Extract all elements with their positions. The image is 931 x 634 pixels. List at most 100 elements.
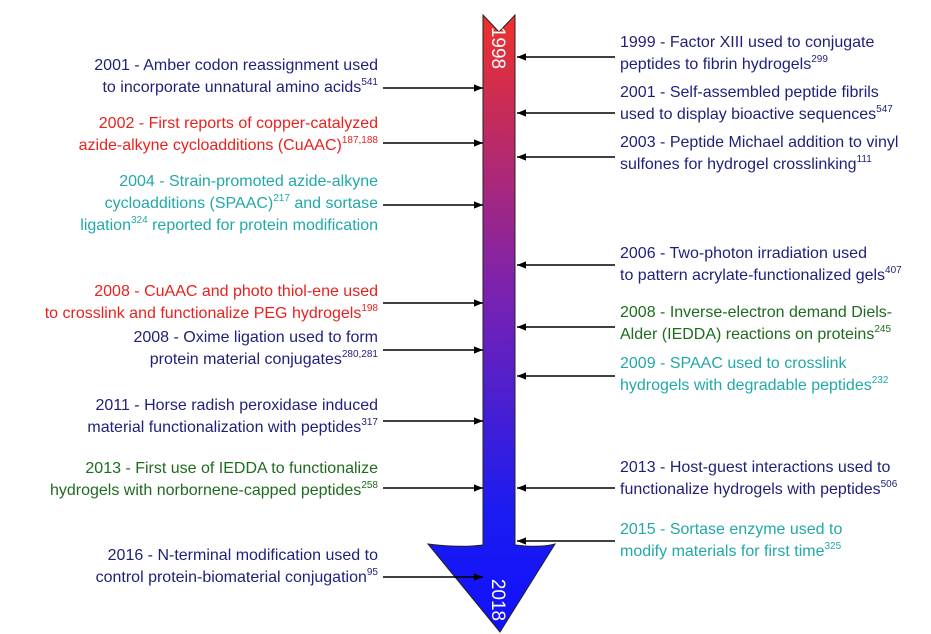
text-segment: Alder (IEDDA) reactions on proteins bbox=[620, 326, 874, 343]
event-text: 2008 - Oxime ligation used to form protei… bbox=[133, 329, 378, 368]
text-segment: 2001 - Amber codon reassignment used bbox=[94, 57, 378, 74]
event-text: 2008 - CuAAC and photo thiol-ene used to … bbox=[45, 283, 379, 322]
text-segment: 2008 - CuAAC and photo thiol-ene used bbox=[94, 283, 378, 300]
text-segment: to pattern acrylate-functionalized gels bbox=[620, 267, 885, 284]
event-line: 2008 - Inverse-electron demand Diels- bbox=[620, 304, 892, 321]
event-line: control protein-biomaterial conjugation9… bbox=[96, 567, 379, 586]
event-line: cycloadditions (SPAAC)217​ and sortase bbox=[105, 193, 379, 212]
text-segment: azide-alkyne cycloadditions (CuAAC) bbox=[79, 137, 342, 154]
text-segment: 2002 - First reports of copper-catalyzed bbox=[99, 115, 378, 132]
event-line: ligation324​ reported for protein modifi… bbox=[80, 215, 378, 234]
text-segment: ligation bbox=[80, 217, 131, 234]
text-segment: 2003 - Peptide Michael addition to vinyl bbox=[620, 134, 898, 151]
text-segment: sulfones for hydrogel crosslinking bbox=[620, 156, 857, 173]
text-segment: control protein-biomaterial conjugation bbox=[96, 569, 367, 586]
event-line: used to display bioactive sequences547​ bbox=[620, 104, 893, 123]
event-text: 2001 - Amber codon reassignment used to i… bbox=[94, 57, 378, 96]
reference: 258 bbox=[361, 480, 378, 491]
reference: 187,188 bbox=[342, 135, 379, 146]
event-line: 2001 - Self-assembled peptide fibrils bbox=[620, 84, 879, 101]
event-text: 1999 - Factor XIII used to conjugate pept… bbox=[620, 34, 874, 73]
event-line: azide-alkyne cycloadditions (CuAAC)187,1… bbox=[79, 135, 379, 154]
event-line: 2008 - CuAAC and photo thiol-ene used bbox=[94, 283, 378, 300]
text-segment: 2001 - Self-assembled peptide fibrils bbox=[620, 84, 879, 101]
event-line: sulfones for hydrogel crosslinking111​ bbox=[620, 154, 872, 173]
text-segment: peptides to fibrin hydrogels bbox=[620, 56, 811, 73]
event-line: 2013 - First use of IEDDA to functionali… bbox=[85, 460, 378, 477]
event-line: to pattern acrylate-functionalized gels4… bbox=[620, 265, 902, 284]
event-text: 2001 - Self-assembled peptide fibrils use… bbox=[620, 84, 893, 123]
event-text: 2004 - Strain-promoted azide-alkyne cyclo… bbox=[80, 173, 378, 234]
text-segment: 2016 - N-terminal modification used to bbox=[108, 547, 378, 564]
text-segment: 2008 - Oxime ligation used to form bbox=[133, 329, 378, 346]
reference: 280,281 bbox=[342, 349, 379, 360]
event-line: 2016 - N-terminal modification used to bbox=[108, 547, 378, 564]
event-line: peptides to fibrin hydrogels299​ bbox=[620, 54, 828, 73]
event-line: 2011 - Horse radish peroxidase induced bbox=[95, 397, 378, 414]
event-text: 2013 - First use of IEDDA to functionali… bbox=[50, 460, 378, 499]
end-year: 2018 bbox=[487, 579, 508, 621]
text-segment: functionalize hydrogels with peptides bbox=[620, 481, 881, 498]
event-line: hydrogels with degradable peptides232​ bbox=[620, 375, 889, 394]
text-segment: hydrogels with norbornene-capped peptide… bbox=[50, 482, 361, 499]
text-segment: material functionalization with peptides bbox=[87, 419, 361, 436]
reference: 324 bbox=[131, 215, 148, 226]
text-segment: 2009 - SPAAC used to crosslink bbox=[620, 355, 847, 372]
text-segment: and sortase bbox=[290, 195, 378, 212]
event-text: 2002 - First reports of copper-catalyzed… bbox=[79, 115, 379, 154]
event-text: 2011 - Horse radish peroxidase induced ma… bbox=[87, 397, 378, 436]
event-text: 2013 - Host-guest interactions used to fu… bbox=[620, 459, 898, 498]
text-segment: protein material conjugates bbox=[150, 351, 342, 368]
event-line: to incorporate unnatural amino acids541​ bbox=[102, 77, 378, 96]
event-line: 2002 - First reports of copper-catalyzed bbox=[99, 115, 378, 132]
event-line: 2001 - Amber codon reassignment used bbox=[94, 57, 378, 74]
reference: 232 bbox=[872, 375, 889, 386]
text-segment: 2008 - Inverse-electron demand Diels- bbox=[620, 304, 892, 321]
text-segment: 2011 - Horse radish peroxidase induced bbox=[95, 397, 378, 414]
text-segment: 2013 - First use of IEDDA to functionali… bbox=[85, 460, 378, 477]
text-segment: to incorporate unnatural amino acids bbox=[102, 79, 361, 96]
text-segment: 2006 - Two-photon irradiation used bbox=[620, 245, 867, 262]
text-segment: 2015 - Sortase enzyme used to bbox=[620, 521, 842, 538]
event-text: 2008 - Inverse-electron demand Diels- Ald… bbox=[620, 304, 892, 343]
reference: 325 bbox=[824, 541, 841, 552]
start-year: 1998 bbox=[487, 27, 508, 69]
event-text: 2016 - N-terminal modification used to co… bbox=[96, 547, 379, 586]
event-line: 1999 - Factor XIII used to conjugate bbox=[620, 34, 874, 51]
text-segment: reported for protein modification bbox=[148, 217, 378, 234]
reference: 95 bbox=[367, 567, 379, 578]
event-line: to crosslink and functionalize PEG hydro… bbox=[45, 303, 379, 322]
text-segment: 1999 - Factor XIII used to conjugate bbox=[620, 34, 874, 51]
event-line: functionalize hydrogels with peptides506… bbox=[620, 479, 898, 498]
reference: 111 bbox=[857, 154, 873, 165]
text-segment: 2004 - Strain-promoted azide-alkyne bbox=[119, 173, 378, 190]
event-line: 2013 - Host-guest interactions used to bbox=[620, 459, 890, 476]
event-line: 2006 - Two-photon irradiation used bbox=[620, 245, 867, 262]
events: 2001 - Amber codon reassignment used to i… bbox=[45, 34, 902, 586]
reference: 506 bbox=[881, 479, 898, 490]
event-line: hydrogels with norbornene-capped peptide… bbox=[50, 480, 378, 499]
event-line: 2009 - SPAAC used to crosslink bbox=[620, 355, 847, 372]
text-segment: hydrogels with degradable peptides bbox=[620, 377, 872, 394]
event-line: 2008 - Oxime ligation used to form bbox=[133, 329, 378, 346]
event-text: 2009 - SPAAC used to crosslink hydrogels … bbox=[620, 355, 889, 394]
reference: 299 bbox=[811, 54, 828, 65]
text-segment: to crosslink and functionalize PEG hydro… bbox=[45, 305, 362, 322]
reference: 407 bbox=[885, 265, 902, 276]
text-segment: used to display bioactive sequences bbox=[620, 106, 876, 123]
reference: 317 bbox=[361, 417, 378, 428]
reference: 198 bbox=[361, 303, 378, 314]
event-line: protein material conjugates280,281​ bbox=[150, 349, 379, 368]
event-line: modify materials for first time325​ bbox=[620, 541, 842, 560]
text-segment: 2013 - Host-guest interactions used to bbox=[620, 459, 890, 476]
event-line: Alder (IEDDA) reactions on proteins245​ bbox=[620, 324, 891, 343]
text-segment: cycloadditions (SPAAC) bbox=[105, 195, 274, 212]
reference: 547 bbox=[876, 104, 893, 115]
event-text: 2003 - Peptide Michael addition to vinyl… bbox=[620, 134, 898, 173]
event-text: 2015 - Sortase enzyme used to modify mate… bbox=[620, 521, 842, 560]
event-line: 2003 - Peptide Michael addition to vinyl bbox=[620, 134, 898, 151]
timeline-arrow bbox=[426, 13, 557, 633]
text-segment: modify materials for first time bbox=[620, 543, 825, 560]
reference: 245 bbox=[874, 324, 891, 335]
